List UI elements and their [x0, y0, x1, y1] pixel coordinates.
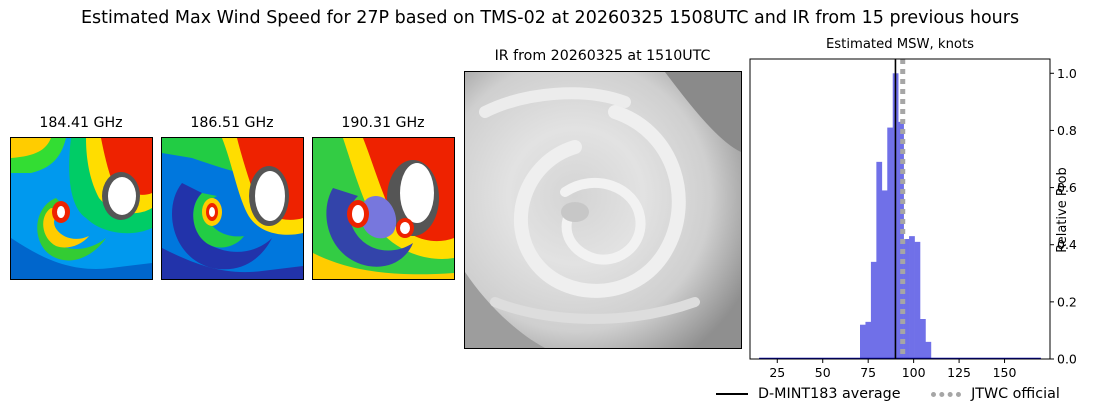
y-tick-label: 1.0	[1057, 66, 1077, 81]
plot-frame	[749, 58, 1051, 360]
x-tick-label: 125	[947, 365, 971, 380]
histogram-chart: 25 50 75 100 125 150 0.0 0.2 0.4 0.6 0.8 1.0	[749, 58, 1077, 380]
histogram-bar	[876, 161, 883, 359]
y-tick-label: 0.2	[1057, 294, 1077, 309]
y-tick-label: 0.8	[1057, 123, 1077, 138]
microwave-image-190ghz	[312, 137, 455, 280]
legend: D-MINT183 average JTWC official	[716, 386, 1060, 402]
x-tick-label: 100	[902, 365, 926, 380]
histogram-bar	[914, 241, 921, 359]
histogram-bar	[887, 127, 894, 359]
panel-label-186: 186.51 GHz	[190, 115, 274, 131]
x-tick-label: 75	[860, 365, 876, 380]
legend-average-label: D-MINT183 average	[758, 386, 901, 402]
histogram-bar	[865, 321, 872, 359]
microwave-image-186ghz	[161, 137, 304, 280]
legend-official-label: JTWC official	[971, 386, 1060, 402]
panel-label-184: 184.41 GHz	[39, 115, 123, 131]
y-tick-label: 0.6	[1057, 180, 1077, 195]
microwave-image-184ghz	[10, 137, 153, 280]
panel-label-190: 190.31 GHz	[341, 115, 425, 131]
histogram-bar	[920, 319, 926, 359]
histogram-bar	[925, 341, 932, 359]
chart-title: Estimated MSW, knots	[825, 37, 975, 52]
histogram-bar	[881, 190, 888, 359]
ir-panel-label: IR from 20260325 at 1510UTC	[494, 48, 711, 64]
histogram-bar	[903, 239, 910, 359]
legend-average-swatch	[716, 393, 748, 395]
y-tick-label: 0.0	[1057, 352, 1077, 367]
histogram-bar	[870, 261, 877, 359]
ir-satellite-image	[464, 71, 742, 349]
x-tick-label: 150	[993, 365, 1017, 380]
legend-official-swatch	[931, 391, 962, 397]
y-axis-label: Relative Prob	[1055, 167, 1070, 253]
histogram-bar	[860, 324, 866, 359]
y-tick-label: 0.4	[1057, 237, 1077, 252]
x-tick-label: 50	[815, 365, 831, 380]
x-tick-label: 25	[769, 365, 785, 380]
figure-title: Estimated Max Wind Speed for 27P based o…	[80, 8, 1020, 28]
histogram-bar	[909, 236, 915, 359]
